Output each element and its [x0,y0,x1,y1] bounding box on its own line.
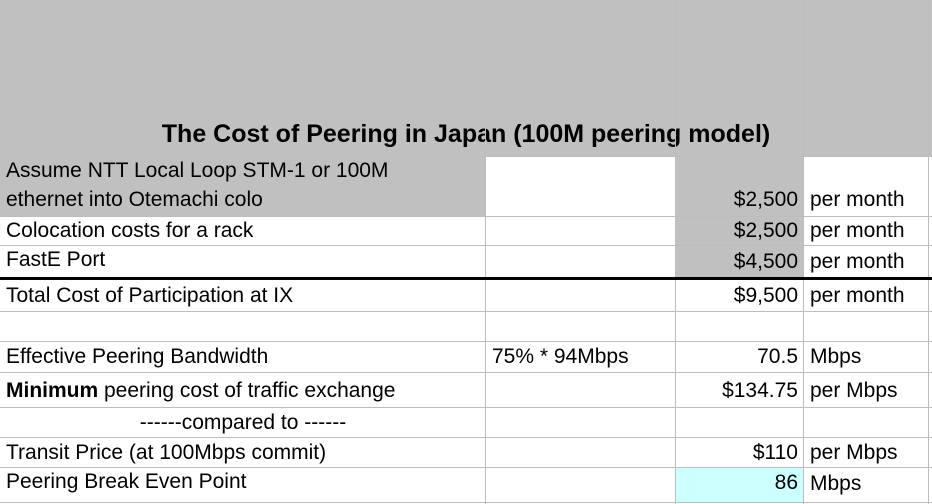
row9-label: Transit Price (at 100Mbps commit) [6,441,327,464]
row9-unit: per Mbps [810,441,898,464]
row2-label: Colocation costs for a rack [6,219,254,242]
grid-hline-3 [0,245,932,246]
row6-formula: 75% * 94Mbps [492,345,629,368]
row7-unit: per Mbps [810,379,898,402]
row10-unit: Mbps [810,472,862,495]
row3-amount: $4,500 [733,250,798,273]
row8-label: ------compared to ------ [139,411,347,434]
row3-unit: per month [810,250,905,273]
page-title: The Cost of Peering in Japan (100M peeri… [0,118,932,154]
row4-amount: $9,500 [733,284,798,307]
row1-col-c-bg [676,156,804,278]
row7-label-rest: peering cost of traffic exchange [98,379,396,402]
row9-amount: $110 [752,441,798,464]
row3-label: FastE Port [6,248,106,271]
grid-hline-bottom [0,502,932,503]
row7-label-bold: Minimum [6,379,99,402]
row1-amount: $2,500 [733,188,798,211]
row6-amount: 70.5 [757,345,798,368]
row4-label: Total Cost of Participation at IX [6,284,294,307]
row6-unit: Mbps [810,345,862,368]
total-separator-line [0,277,932,280]
row2-unit: per month [810,219,905,242]
row4-unit: per month [810,284,905,307]
row1-label-bg [0,156,486,216]
grid-hline-6 [0,341,932,342]
grid-hline-1 [0,156,932,157]
row1-label-line2: ethernet into Otemachi colo [6,188,263,211]
grid-vline-right [928,0,929,504]
row7-amount: $134.75 [722,379,798,402]
grid-hline-2 [0,216,932,217]
grid-hline-8 [0,407,932,408]
grid-vline-c [675,0,676,504]
row2-amount: $2,500 [733,219,798,242]
row6-label: Effective Peering Bandwidth [6,345,269,368]
row10-label: Peering Break Even Point [6,470,247,493]
row1-label-line1: Assume NTT Local Loop STM-1 or 100M [6,159,389,182]
row1-unit: per month [810,188,905,211]
grid-vline-b [485,0,486,504]
grid-hline-7 [0,372,932,373]
row1-col-b [486,156,676,216]
break-even-value: 86 [676,468,804,502]
grid-hline-10 [0,467,932,468]
row7-label: Minimum peering cost of traffic exchange [0,377,486,405]
grid-vline-d [803,0,804,504]
grid-hline-5 [0,311,932,312]
grid-hline-9 [0,437,932,438]
